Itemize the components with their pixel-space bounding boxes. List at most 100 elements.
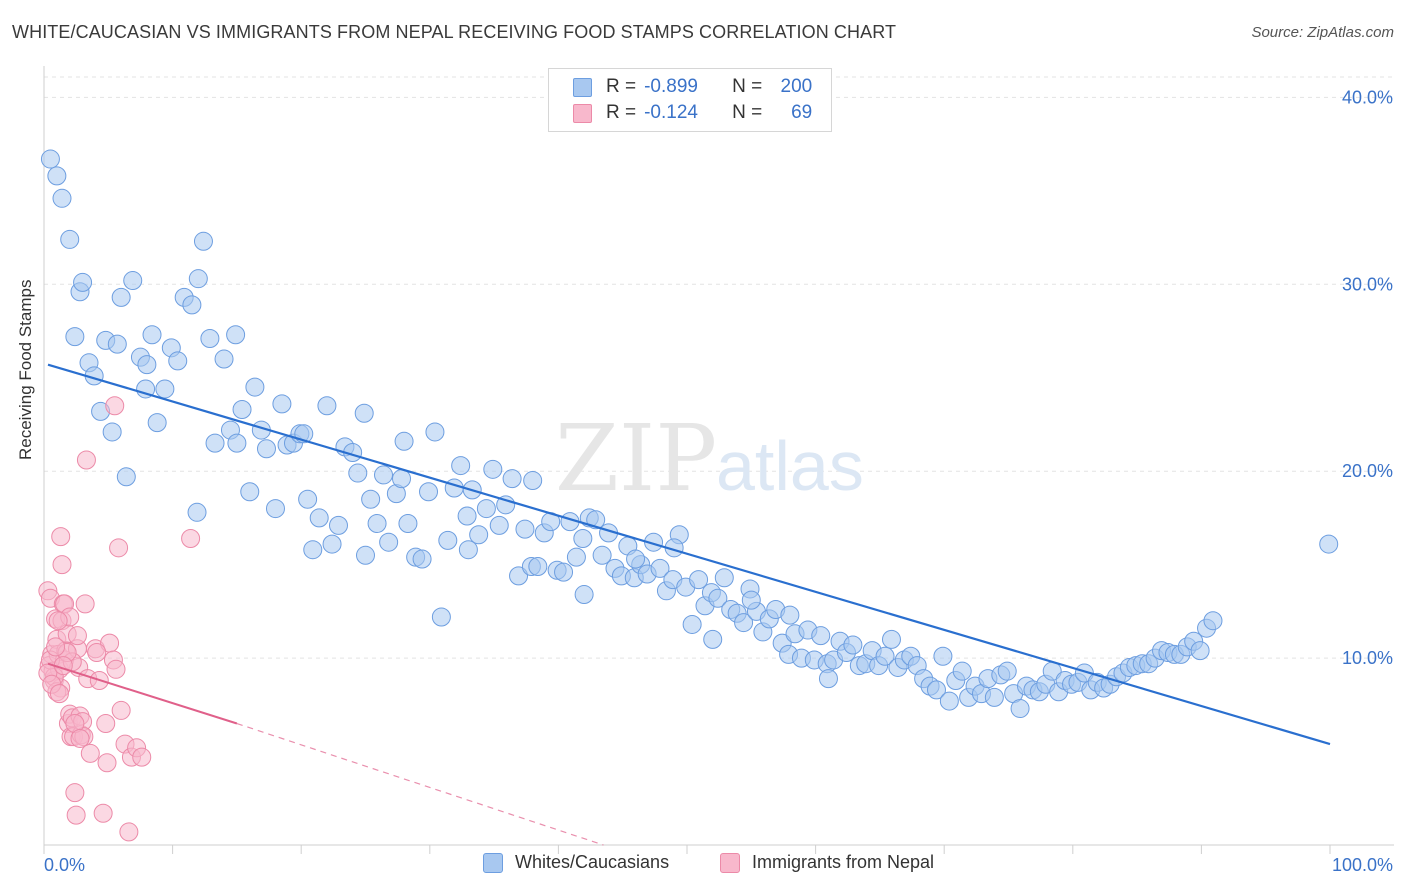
data-point <box>354 403 374 423</box>
data-point <box>187 502 207 522</box>
data-point <box>592 545 612 565</box>
data-point <box>60 229 80 249</box>
bottom-legend-swatch-blue <box>483 852 503 873</box>
data-point <box>419 482 439 502</box>
data-point <box>96 714 116 734</box>
data-point <box>425 422 445 442</box>
data-point <box>939 691 959 711</box>
legend-n-value: 200 <box>780 76 813 97</box>
data-point <box>348 463 368 483</box>
chart-title: WHITE/CAUCASIAN VS IMMIGRANTS FROM NEPAL… <box>12 22 897 42</box>
data-point <box>554 562 574 582</box>
data-point <box>245 377 265 397</box>
data-point <box>317 396 337 416</box>
data-point <box>574 585 594 605</box>
data-point <box>1319 534 1339 554</box>
data-point <box>200 328 220 348</box>
data-point <box>105 396 125 416</box>
data-point <box>322 534 342 554</box>
data-point <box>240 482 260 502</box>
data-point <box>682 614 702 634</box>
legend-row-nepal: R = -0.124 N = 69 <box>573 100 812 126</box>
watermark-atlas: atlas <box>716 427 864 505</box>
data-point <box>566 547 586 567</box>
data-point <box>843 635 863 655</box>
data-point <box>458 540 478 560</box>
data-point <box>626 549 646 569</box>
data-point <box>147 413 167 433</box>
data-point <box>689 570 709 590</box>
y-tick-label: 30.0% <box>1342 274 1393 294</box>
data-point <box>49 684 69 704</box>
data-point <box>76 450 96 470</box>
data-point <box>73 272 93 292</box>
data-point <box>48 611 68 631</box>
data-point <box>102 422 122 442</box>
data-point <box>232 400 252 420</box>
bottom-legend-nepal: Immigrants from Nepal <box>720 852 934 873</box>
data-point <box>881 629 901 649</box>
data-point <box>111 700 131 720</box>
watermark: ZIP atlas <box>555 405 864 512</box>
data-point <box>926 680 946 700</box>
data-point <box>489 515 509 535</box>
legend-r-value: -0.124 <box>644 102 698 123</box>
axes <box>43 66 1394 854</box>
data-point <box>65 327 85 347</box>
data-point <box>182 295 202 315</box>
data-point <box>573 528 593 548</box>
data-point <box>106 659 126 679</box>
data-point <box>1190 641 1210 661</box>
data-point <box>457 506 477 526</box>
data-point <box>394 431 414 451</box>
data-point <box>256 439 276 459</box>
data-point <box>272 394 292 414</box>
data-point <box>119 822 139 842</box>
data-point <box>109 538 129 558</box>
data-point <box>984 687 1004 707</box>
data-point <box>132 747 152 767</box>
data-point <box>193 231 213 251</box>
data-point <box>155 379 175 399</box>
data-point <box>303 540 323 560</box>
axis-ticks: 10.0% 20.0% 30.0% 40.0% 0.0% 100.0% <box>44 87 1393 875</box>
data-point <box>328 515 348 535</box>
bottom-legend-swatch-pink <box>720 852 740 873</box>
data-point <box>483 459 503 479</box>
trend-line-whites <box>47 363 1331 746</box>
data-point <box>509 566 529 586</box>
data-point <box>226 325 246 345</box>
bottom-legend-label-whites: Whites/Caucasians <box>515 852 670 872</box>
data-point <box>111 287 131 307</box>
data-point <box>123 271 143 291</box>
data-point <box>469 525 489 545</box>
data-point <box>438 530 458 550</box>
data-point <box>116 467 136 487</box>
data-point <box>502 469 522 489</box>
data-point <box>714 568 734 588</box>
data-point <box>46 637 66 657</box>
y-axis-label: Receiving Food Stamps <box>16 279 35 460</box>
data-point <box>87 642 107 662</box>
data-point <box>780 605 800 625</box>
data-point <box>214 349 234 369</box>
data-point <box>142 325 162 345</box>
data-point <box>298 489 318 509</box>
data-point <box>205 433 225 453</box>
data-point <box>818 669 838 689</box>
legend-r-value: -0.899 <box>644 76 698 97</box>
legend-row-whites: R = -0.899 N = 200 <box>573 74 812 100</box>
bottom-legend-label-nepal: Immigrants from Nepal <box>752 852 935 872</box>
data-point <box>1203 611 1223 631</box>
data-point <box>523 471 543 491</box>
data-point <box>398 514 418 534</box>
data-point <box>379 532 399 552</box>
data-point <box>933 646 953 666</box>
data-point <box>52 555 72 575</box>
y-tick-label: 20.0% <box>1342 461 1393 481</box>
data-point <box>515 519 535 539</box>
series-nepal-points <box>38 396 201 842</box>
legend-n-value: 69 <box>791 102 813 123</box>
data-point <box>431 607 451 627</box>
